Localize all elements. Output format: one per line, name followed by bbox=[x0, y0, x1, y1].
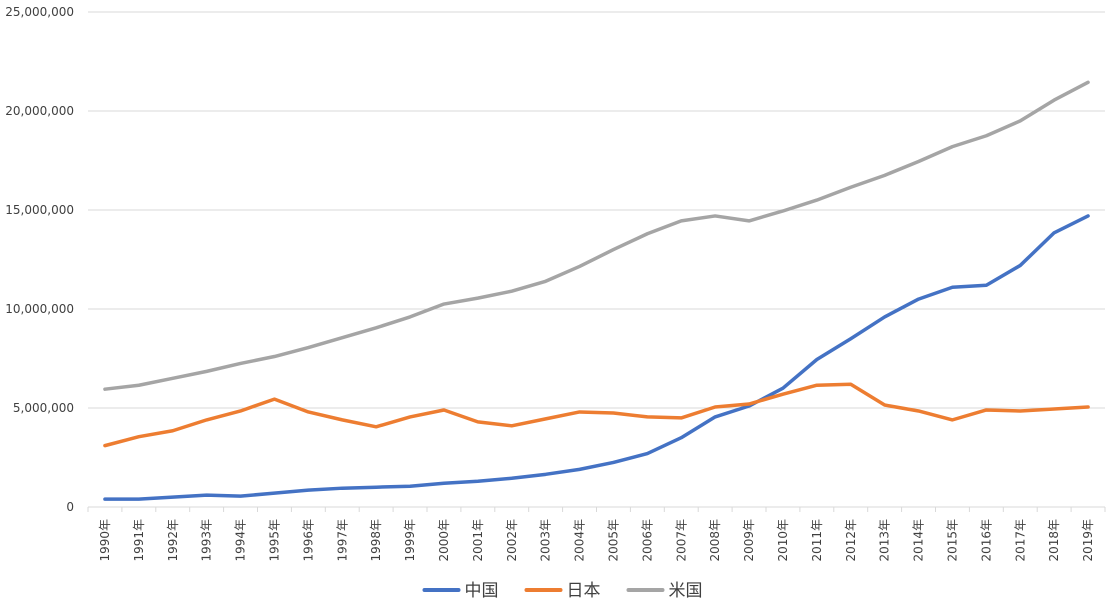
series-line-1 bbox=[103, 382, 1090, 448]
legend-label: 米国 bbox=[669, 581, 703, 601]
x-tick-label: 1996年 bbox=[301, 519, 315, 562]
x-tick-label: 2009年 bbox=[742, 519, 756, 562]
gridlines bbox=[88, 11, 1105, 409]
x-tick-label: 1997年 bbox=[335, 519, 349, 562]
x-tick-label: 2010年 bbox=[776, 519, 790, 562]
x-tick-label: 2017年 bbox=[1013, 519, 1027, 562]
y-tick-label: 0 bbox=[66, 500, 74, 514]
x-tick-label: 2011年 bbox=[810, 519, 824, 562]
x-tick-label: 2001年 bbox=[471, 519, 485, 562]
x-tick-label: 2004年 bbox=[573, 519, 587, 562]
x-tick-label: 2013年 bbox=[878, 519, 892, 562]
y-tick-label: 20,000,000 bbox=[5, 104, 74, 118]
y-tick-label: 10,000,000 bbox=[5, 302, 74, 316]
legend: 中国 日本 米国 bbox=[422, 581, 703, 601]
x-tick-label: 1998年 bbox=[369, 519, 383, 562]
y-tick-label: 15,000,000 bbox=[5, 203, 74, 217]
x-tick-label: 1994年 bbox=[234, 519, 248, 562]
legend-label: 日本 bbox=[567, 581, 601, 601]
series-lines bbox=[103, 80, 1090, 501]
x-tick-label: 2019年 bbox=[1081, 519, 1095, 562]
x-tick-label: 1992年 bbox=[166, 519, 180, 562]
x-tick-label: 2015年 bbox=[945, 519, 959, 562]
legend-label: 中国 bbox=[465, 581, 499, 601]
x-tick-label: 2000年 bbox=[437, 519, 451, 562]
x-tick-label: 1990年 bbox=[98, 519, 112, 562]
x-tick-label: 2002年 bbox=[505, 519, 519, 562]
y-tick-label: 25,000,000 bbox=[5, 5, 74, 19]
x-tick-label: 2014年 bbox=[912, 519, 926, 562]
x-tick-label: 2006年 bbox=[640, 519, 654, 562]
x-tick-label: 2007年 bbox=[674, 519, 688, 562]
legend-item-0: 中国 bbox=[422, 581, 499, 601]
x-tick-label: 2018年 bbox=[1047, 519, 1061, 562]
legend-item-2: 米国 bbox=[626, 581, 703, 601]
series-line-0 bbox=[103, 214, 1090, 501]
x-tick-label: 2003年 bbox=[539, 519, 553, 562]
legend-item-1: 日本 bbox=[524, 581, 601, 601]
x-tick-label: 1995年 bbox=[267, 519, 281, 562]
x-tick-label: 2008年 bbox=[708, 519, 722, 562]
x-tick-label: 1991年 bbox=[132, 519, 146, 562]
y-tick-label: 5,000,000 bbox=[13, 401, 74, 415]
x-tick-label: 2012年 bbox=[844, 519, 858, 562]
series-line-2 bbox=[103, 80, 1090, 391]
x-axis: 1990年 1991年 1992年 1993年 1994年 1995年 1996年 1997年… bbox=[87, 506, 1106, 562]
x-tick-label: 1993年 bbox=[200, 519, 214, 562]
x-tick-label: 2016年 bbox=[979, 519, 993, 562]
x-tick-label: 1999年 bbox=[403, 519, 417, 562]
x-tick-label: 2005年 bbox=[606, 519, 620, 562]
y-axis-tick-labels: 0 5,000,000 10,000,000 15,000,000 20,000,000… bbox=[5, 5, 74, 514]
